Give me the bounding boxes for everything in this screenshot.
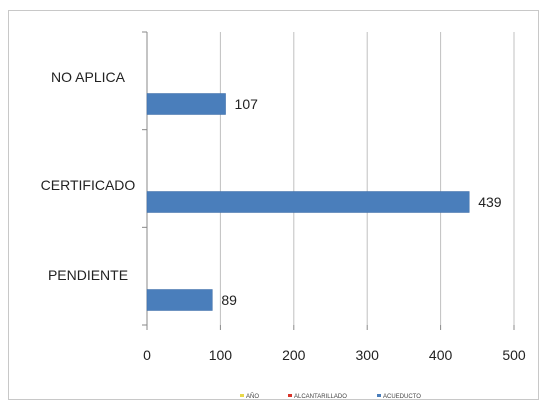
legend-label: ACUEDUCTO	[383, 394, 421, 400]
bar	[146, 191, 470, 213]
data-label: 439	[478, 194, 502, 210]
x-tick-label: 100	[209, 347, 233, 363]
x-tick-label: 300	[356, 347, 380, 363]
x-tick-label: 0	[143, 347, 151, 363]
bar	[146, 93, 226, 115]
gridlines	[219, 32, 515, 325]
data-label: 89	[221, 292, 237, 308]
x-tick-label: 400	[429, 347, 453, 363]
legend-label: ALCANTARILLADO	[294, 394, 347, 400]
legend-swatch	[288, 394, 292, 397]
category-label: PENDIENTE	[48, 267, 128, 283]
x-tick-label: 500	[502, 347, 526, 363]
legend-swatch	[377, 394, 381, 397]
legend-swatch	[240, 394, 244, 397]
legend-label: AÑO	[246, 393, 259, 400]
bar	[146, 289, 213, 311]
bars	[146, 93, 470, 311]
legend: AÑO ALCANTARILLADO ACUEDUCTO	[240, 393, 421, 400]
category-label: CERTIFICADO	[41, 177, 136, 193]
x-tick-label: 200	[282, 347, 306, 363]
category-label: NO APLICA	[51, 69, 126, 85]
labels: 0 100 200 300 400 500 107 NO APLICA 439 CERTIFICA…	[41, 69, 526, 363]
axes	[142, 31, 515, 330]
data-label: 107	[235, 96, 259, 112]
